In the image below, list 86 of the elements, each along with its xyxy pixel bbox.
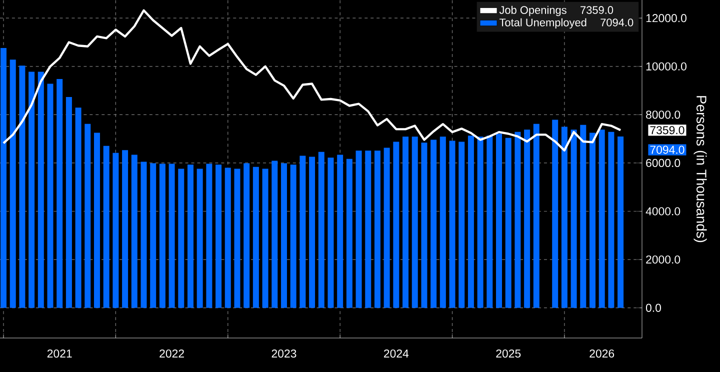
text: 7359.0 <box>650 126 684 134</box>
bar <box>206 164 212 308</box>
bar <box>103 146 110 308</box>
text: 7094.0 <box>650 146 684 154</box>
bar <box>244 163 250 308</box>
bar <box>168 164 175 308</box>
y-tick-label: 4000.0 <box>646 207 680 216</box>
bar <box>94 132 100 308</box>
bar <box>618 136 624 308</box>
legend-label: Job Openings <box>499 6 566 16</box>
bar <box>47 84 54 308</box>
bar <box>328 158 334 308</box>
bar <box>468 136 474 308</box>
bar <box>234 168 240 308</box>
y-tick-label: 8000.0 <box>646 110 680 119</box>
bar <box>10 60 16 308</box>
x-tick-label: 2024 <box>384 349 409 358</box>
bar <box>346 158 352 308</box>
x-tick-label: 2021 <box>47 349 72 358</box>
bar <box>374 150 380 308</box>
annotation: 7094.0 <box>600 18 634 26</box>
bar <box>561 126 568 308</box>
bar <box>337 154 344 308</box>
bar <box>430 140 437 308</box>
bar <box>496 134 502 308</box>
bar <box>580 124 586 308</box>
bar <box>524 130 530 308</box>
x-tick-label: 2022 <box>160 349 184 358</box>
bar <box>318 152 324 308</box>
bar <box>356 150 362 308</box>
bar <box>393 142 400 308</box>
bar <box>421 142 428 308</box>
x-tick-label: 2025 <box>496 349 521 358</box>
bar <box>589 132 596 308</box>
bar <box>196 168 203 308</box>
bar <box>300 156 306 308</box>
y-tick-label: 2000.0 <box>646 255 680 264</box>
bar <box>178 168 184 308</box>
bar <box>309 156 316 308</box>
y-tick-label: 6000.0 <box>646 158 680 168</box>
bar <box>187 164 194 308</box>
annotation: 7359.0 <box>580 6 614 14</box>
y-tick-label: 10000.0 <box>646 62 686 70</box>
bar <box>598 130 605 308</box>
bar <box>505 138 512 308</box>
bar <box>56 78 63 308</box>
bar <box>75 108 82 308</box>
y-tick-label: 12000.0 <box>646 14 686 22</box>
bar <box>66 97 72 308</box>
bar <box>122 150 128 308</box>
x-tick-label: 2026 <box>590 349 614 358</box>
bar <box>449 140 456 308</box>
bar <box>19 66 26 308</box>
bar <box>262 168 268 308</box>
bar <box>216 164 222 308</box>
bar <box>608 132 614 308</box>
bar <box>412 136 418 308</box>
bar <box>533 124 540 308</box>
bar <box>514 132 521 308</box>
bar <box>384 148 390 308</box>
bar <box>150 163 156 308</box>
bar <box>140 162 147 308</box>
bar <box>402 136 409 308</box>
bar <box>365 150 372 308</box>
bar <box>290 164 296 308</box>
bar <box>84 124 91 308</box>
bar <box>458 142 465 308</box>
x-tick-label: 2023 <box>272 349 296 358</box>
bar <box>570 130 577 308</box>
bar <box>28 72 35 308</box>
bar <box>224 168 231 308</box>
bar <box>38 72 44 308</box>
bar <box>272 160 278 308</box>
legend-label: Total Unemployed <box>499 18 586 29</box>
bar <box>440 136 446 308</box>
bar <box>280 163 287 308</box>
bar <box>252 166 259 308</box>
y-axis-title: Persons (in Thousands) <box>694 96 707 242</box>
y-tick-label: 0.0 <box>646 304 661 312</box>
bar <box>0 48 7 308</box>
bar <box>552 120 558 308</box>
bar <box>159 164 166 308</box>
bar <box>477 136 484 308</box>
bar <box>112 152 119 308</box>
bar <box>131 154 138 308</box>
bar <box>486 136 493 308</box>
